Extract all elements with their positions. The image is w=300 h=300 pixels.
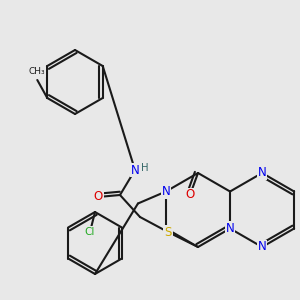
Text: H: H [141, 163, 149, 173]
Text: Cl: Cl [85, 227, 95, 237]
Text: O: O [93, 190, 103, 203]
Text: O: O [185, 188, 195, 202]
Text: CH₃: CH₃ [29, 68, 46, 76]
Text: S: S [164, 226, 172, 238]
Text: N: N [258, 167, 266, 179]
Text: N: N [258, 241, 266, 254]
Text: N: N [226, 222, 234, 235]
Text: N: N [130, 164, 140, 176]
Text: N: N [162, 185, 170, 198]
